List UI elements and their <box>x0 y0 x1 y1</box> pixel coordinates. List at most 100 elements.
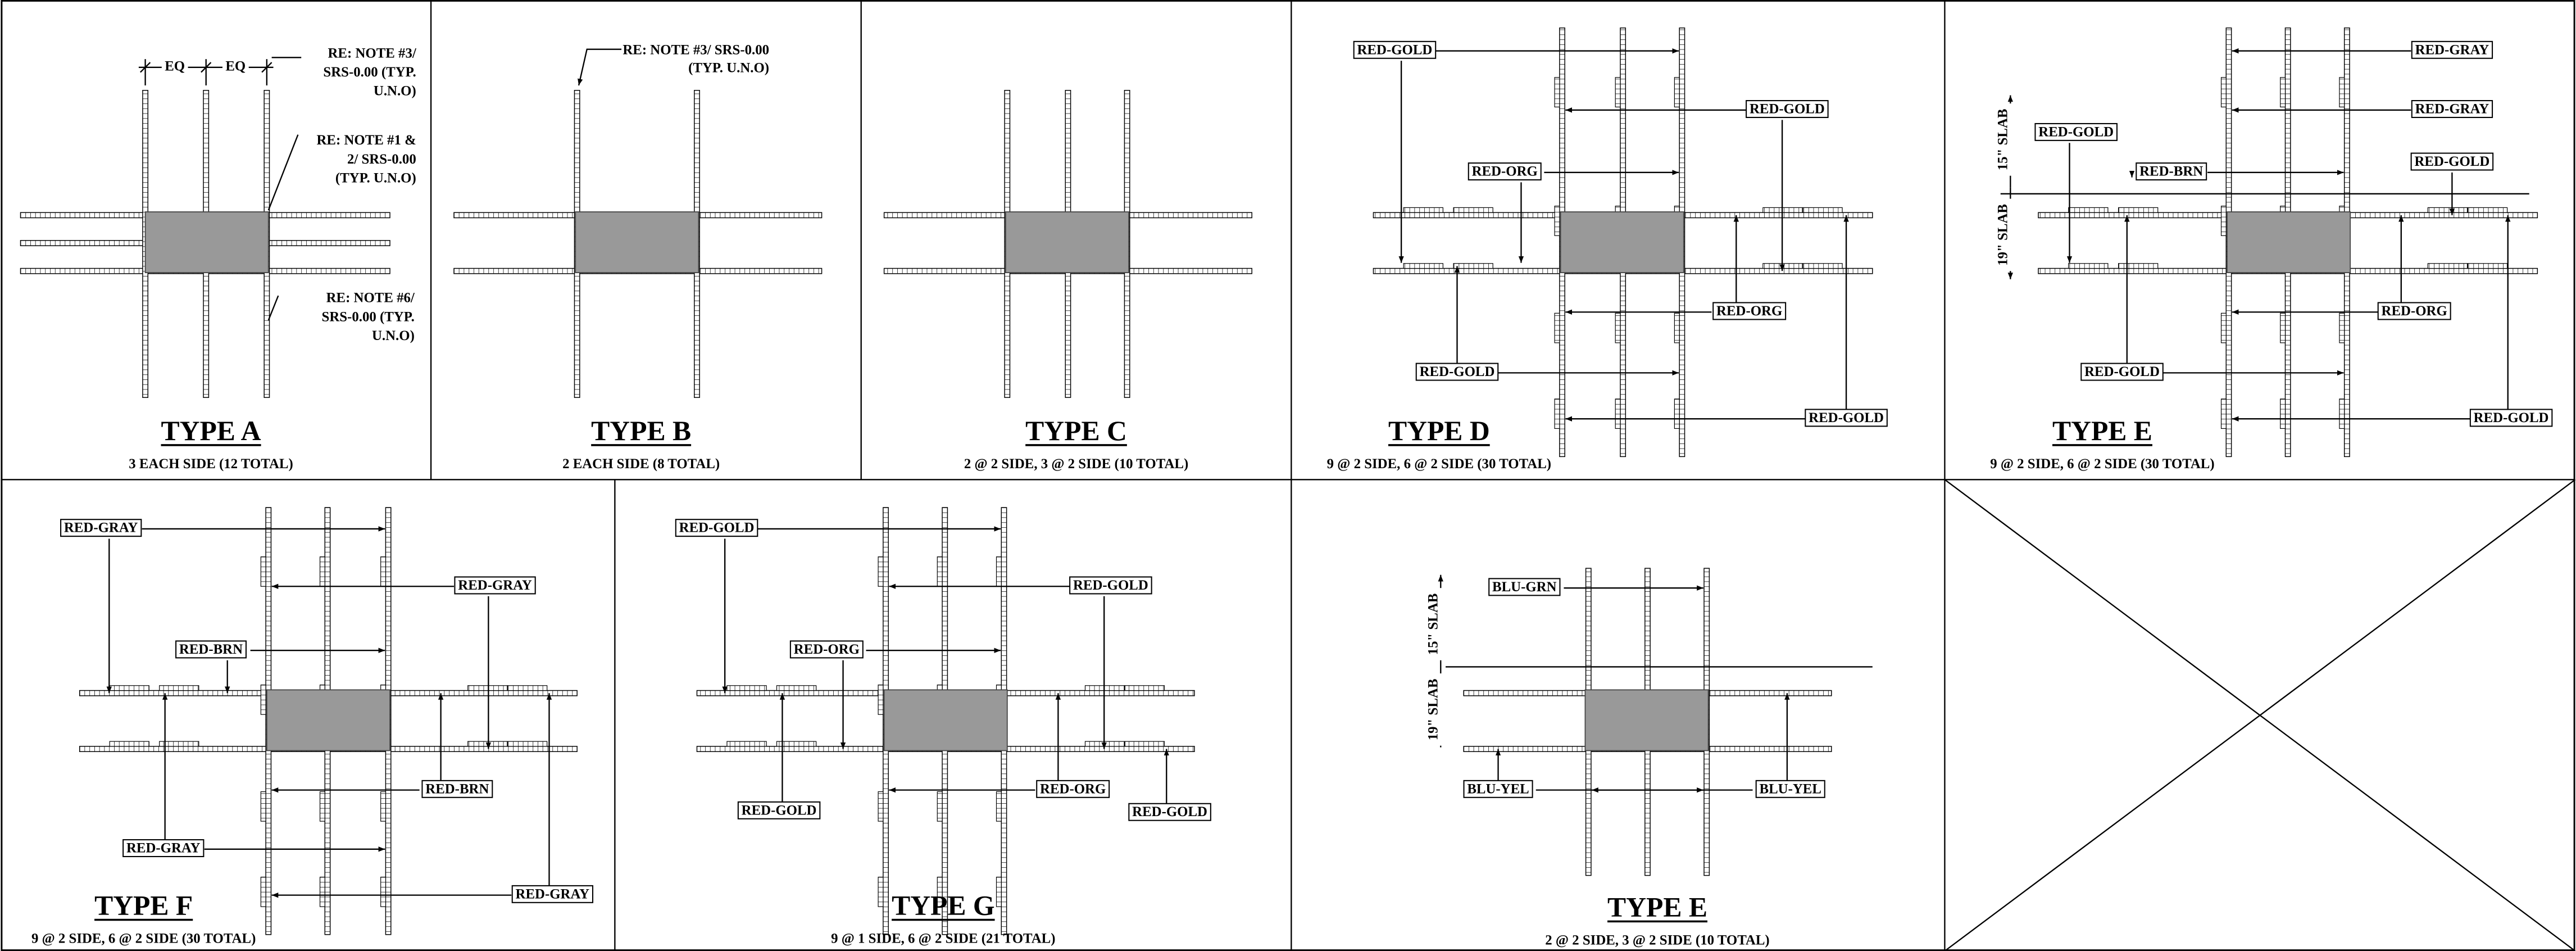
splice <box>726 741 767 747</box>
tag-box <box>675 519 758 537</box>
splice <box>776 685 817 691</box>
panel-subtitle: 9 @ 2 SIDE, 6 @ 2 SIDE (30 TOTAL) <box>31 931 256 946</box>
column <box>883 689 1008 751</box>
note-text: RE: NOTE #3/ SRS-0.00 <box>623 42 769 57</box>
splice <box>937 791 943 822</box>
splice <box>2339 77 2345 107</box>
tag-box <box>1746 100 1829 118</box>
tag-label: RED-GRAY <box>64 520 138 536</box>
panel-title: TYPE B <box>591 415 691 446</box>
splice <box>2280 398 2286 429</box>
splice <box>1403 207 1443 213</box>
tag-box <box>1353 40 1437 59</box>
splice <box>1554 206 1560 236</box>
splice <box>2118 263 2159 269</box>
splice <box>319 791 325 822</box>
slab-label: 15" SLAB <box>1425 594 1441 655</box>
splice <box>2068 263 2109 269</box>
tag-box <box>1415 363 1499 381</box>
dim-label: EQ <box>225 59 246 74</box>
tag-label: RED-GRAY <box>458 578 532 593</box>
tag-box <box>1712 302 1787 320</box>
splice <box>2339 313 2345 343</box>
splice <box>2220 77 2227 107</box>
tag-label: RED-GOLD <box>1420 364 1495 379</box>
void-cross <box>1944 479 2576 951</box>
column <box>1584 689 1709 751</box>
splice <box>2220 398 2227 429</box>
column <box>575 211 699 273</box>
splice <box>1615 77 1621 107</box>
label-bg <box>161 59 188 76</box>
splice <box>507 741 548 747</box>
tag-label: RED-ORG <box>1472 164 1538 179</box>
splice <box>2427 263 2468 269</box>
tag-label: RED-BRN <box>425 781 489 796</box>
tag-box <box>1463 780 1533 798</box>
label-bg <box>1997 103 2014 176</box>
tag-label: RED-ORG <box>2382 304 2447 319</box>
tag-label: BLU-GRN <box>1492 579 1557 595</box>
tag-label: RED-GOLD <box>1750 101 1825 116</box>
splice <box>319 876 325 907</box>
panel-title: TYPE A <box>161 415 261 446</box>
splice <box>1084 741 1125 747</box>
panel-title: TYPE D <box>1388 415 1490 446</box>
tag-label: RED-GRAY <box>126 841 201 856</box>
column <box>1005 211 1129 273</box>
panel-subtitle: 2 @ 2 SIDE, 3 @ 2 SIDE (10 TOTAL) <box>964 456 1188 472</box>
splice <box>996 876 1002 907</box>
panel-title: TYPE F <box>94 890 193 921</box>
tag-label: BLU-YEL <box>1760 781 1821 796</box>
panel-subtitle: 9 @ 2 SIDE, 6 @ 2 SIDE (30 TOTAL) <box>1327 456 1551 472</box>
tag-box <box>2377 302 2451 320</box>
splice <box>726 685 767 691</box>
tag-box <box>511 885 594 903</box>
splice <box>996 791 1002 822</box>
splice <box>260 556 266 587</box>
tag-box <box>2080 363 2164 381</box>
note-text: SRS-0.00 (TYP. <box>323 65 416 80</box>
tag-box <box>122 839 205 858</box>
splice <box>996 556 1002 587</box>
splice <box>878 876 884 907</box>
tag-box <box>789 640 864 659</box>
tag-box <box>1036 780 1110 798</box>
splice <box>1615 313 1621 343</box>
column <box>266 689 390 751</box>
splice <box>467 685 508 691</box>
splice <box>878 685 884 715</box>
panel-subtitle: 9 @ 2 SIDE, 6 @ 2 SIDE (30 TOTAL) <box>1990 456 2214 472</box>
tag-label: RED-GOLD <box>1132 804 1207 819</box>
tag-box <box>1128 803 1211 821</box>
tag-box <box>1805 409 1888 427</box>
splice <box>1403 263 1443 269</box>
note-text: (TYP. U.N.O) <box>335 170 416 185</box>
tag-label: RED-ORG <box>1716 304 1782 319</box>
splice <box>507 685 548 691</box>
note-text: U.N.O) <box>372 328 415 343</box>
slab-label: 19" SLAB <box>1995 204 2010 266</box>
tag-label: RED-GOLD <box>1073 578 1148 593</box>
tag-box <box>737 801 821 819</box>
splice <box>2467 263 2508 269</box>
tag-box <box>2410 152 2494 171</box>
dim-label: EQ <box>165 59 185 74</box>
splice <box>1554 398 1560 429</box>
tag-label: RED-BRN <box>2139 164 2203 179</box>
splice <box>319 556 325 587</box>
tag-box <box>421 780 493 798</box>
splice <box>1554 77 1560 107</box>
tag-box <box>1069 576 1152 595</box>
splice <box>878 556 884 587</box>
tag-box <box>454 576 536 595</box>
panel-title: TYPE E <box>2052 415 2152 446</box>
tag-box <box>2469 409 2553 427</box>
tag-label: RED-GOLD <box>679 520 755 536</box>
tag-box <box>1468 162 1542 181</box>
splice <box>1802 207 1843 213</box>
tag-label: RED-GRAY <box>2415 42 2489 57</box>
splice <box>1674 398 1680 429</box>
tag-label: RED-GOLD <box>2414 154 2489 169</box>
splice <box>1084 685 1125 691</box>
